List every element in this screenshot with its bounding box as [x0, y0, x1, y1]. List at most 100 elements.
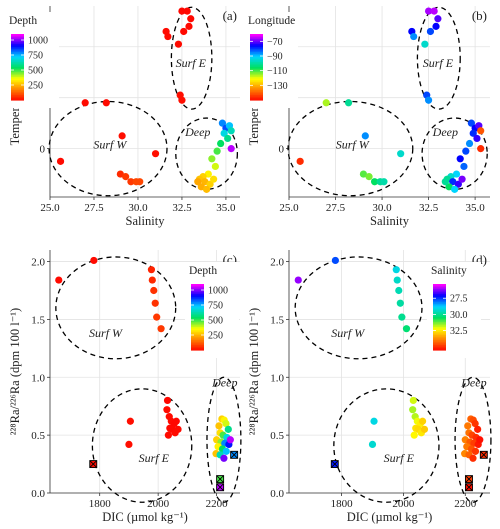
data-point [217, 139, 225, 148]
legend-gradient-step [11, 34, 24, 37]
data-point [359, 170, 368, 178]
legend-gradient-step [433, 308, 446, 311]
legend-gradient-step [191, 340, 204, 343]
x-axis-title: DIC (µmol kg⁻¹) [102, 510, 188, 524]
legend-gradient-step [11, 35, 24, 38]
y-tick-label: 0.0 [270, 488, 284, 500]
panel-d: 1800 2000 2200 0.0 0.5 1.0 1.5 2.0 DIC (µmol kg⁻… [247, 250, 492, 524]
legend-gradient-step [250, 42, 263, 45]
legend-gradient-step [11, 98, 24, 101]
legend-gradient-step [250, 60, 263, 63]
data-point [224, 134, 232, 143]
legend-gradient-step [11, 93, 24, 96]
legend-gradient-step [11, 71, 24, 75]
legend-tick-label: −70 [267, 37, 283, 48]
legend-gradient-step [250, 40, 263, 43]
legend-gradient-step [433, 317, 446, 320]
plot-area [50, 6, 240, 197]
data-point [469, 454, 477, 462]
group-ellipse [416, 6, 461, 110]
legend-gradient-step [433, 346, 446, 349]
legend-gradient-step [433, 293, 446, 297]
data-point [222, 419, 230, 428]
legend-tick-label: 1000 [28, 36, 48, 47]
data-point [410, 431, 418, 439]
legend-gradient-step [191, 300, 204, 303]
legend-gradient-step [433, 326, 446, 330]
legend-gradient-step [11, 55, 24, 58]
legend-gradient-step [433, 298, 446, 302]
legend-gradient-step [191, 293, 204, 297]
data-point [477, 145, 485, 153]
data-point [294, 276, 302, 284]
data-point [424, 96, 433, 104]
legend-gradient-step [191, 305, 204, 308]
legend-gradient-step [433, 315, 446, 318]
data-point [210, 175, 218, 183]
legend-gradient-step [191, 298, 204, 302]
data-point [402, 325, 411, 333]
region-label: Surf W [336, 138, 370, 152]
data-point [213, 147, 221, 155]
legend-gradient-step [250, 57, 263, 60]
region-label: Surf E [423, 56, 454, 70]
data-point [208, 155, 216, 163]
data-point [393, 276, 401, 284]
legend-tick-label: −90 [267, 52, 283, 63]
data-point [432, 22, 440, 30]
group-ellipse [454, 376, 492, 503]
boxed-x-cross [216, 475, 224, 483]
legend-tick-label: 30.0 [450, 310, 468, 321]
data-point [452, 170, 461, 178]
data-point [172, 417, 180, 425]
legend-gradient-step [250, 73, 263, 76]
x-tick-label: 27.5 [84, 202, 104, 214]
legend-gradient-step [191, 345, 204, 348]
legend-gradient-step [433, 292, 446, 295]
data-point [344, 99, 353, 107]
legend-gradient-step [433, 328, 446, 331]
data-point [409, 406, 417, 414]
legend-gradient-step [250, 65, 263, 68]
legend-gradient-step [191, 315, 204, 318]
data-point [174, 425, 182, 433]
colour-legend: Depth 1000 750 500 250 [5, 12, 59, 108]
legend-gradient-step [191, 313, 204, 316]
data-point [220, 129, 228, 137]
data-point [151, 299, 159, 307]
legend-gradient-step [191, 321, 204, 325]
data-point [464, 422, 472, 430]
data-point [218, 119, 227, 127]
y-axis-title: ²²⁸Ra/²²⁶Ra (dpm 100 l⁻¹) [8, 308, 22, 435]
region-label: Surf E [139, 451, 170, 465]
data-point [55, 276, 63, 284]
data-point [125, 440, 133, 448]
legend-gradient-step [250, 53, 263, 57]
legend-gradient-step [433, 345, 446, 348]
legend-gradient-step [191, 320, 204, 323]
data-point [185, 22, 193, 30]
data-point [183, 7, 191, 15]
legend-gradient-step [433, 331, 446, 335]
legend-gradient-step [433, 307, 446, 310]
x-tick-label: 32.5 [172, 202, 192, 214]
legend-gradient-step [11, 42, 24, 45]
x-tick-label: 2000 [392, 498, 415, 510]
legend-gradient-step [250, 35, 263, 38]
data-point [153, 313, 161, 321]
legend-gradient-step [250, 43, 263, 47]
data-point [424, 7, 433, 15]
legend-gradient-step [191, 307, 204, 310]
legend-tick-label: 250 [208, 331, 223, 342]
data-point [331, 256, 339, 265]
group-ellipse [170, 6, 213, 110]
data-point [410, 32, 418, 41]
legend-gradient-step [191, 346, 204, 349]
data-point [178, 7, 186, 15]
data-point [445, 183, 453, 191]
data-point [361, 132, 369, 140]
legend-tick-label: −110 [267, 66, 287, 77]
legend-gradient-step [191, 290, 204, 293]
legend-gradient-step [191, 284, 204, 287]
legend-tick-label: 32.5 [450, 326, 468, 337]
